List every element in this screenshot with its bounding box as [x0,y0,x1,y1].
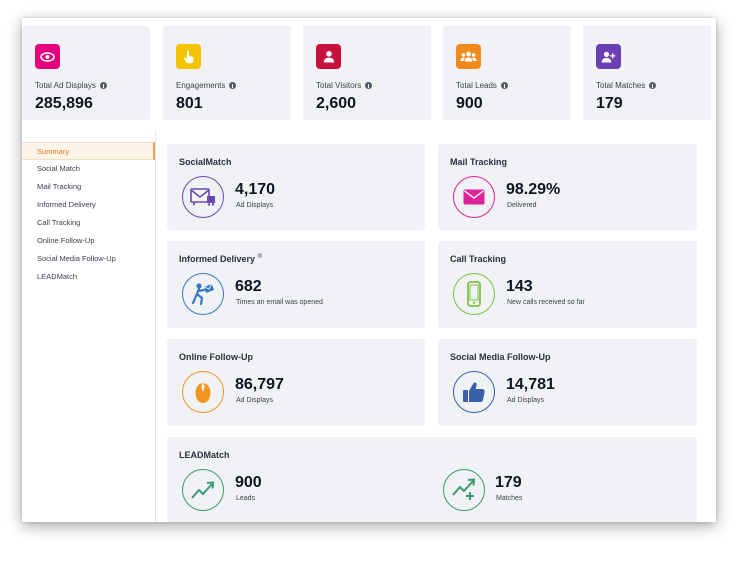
user-plus-icon [596,44,621,69]
stat-label: Engagements [176,81,237,90]
trend-up-plus-icon [443,469,485,511]
card-title: SocialMatch [179,157,232,167]
card-leadmatch[interactable]: LEADMatch 900 Leads 179 Matches [167,437,697,522]
sidebar-item-leadmatch[interactable]: LEADMatch [37,272,78,281]
stat-row: Total Ad Displays 285,896 Engagements 80… [22,18,716,126]
card-subtitle-matches: Matches [496,495,523,502]
pointer-hand-icon [176,44,201,69]
stat-label: Total Visitors [316,81,373,90]
card-mail-tracking[interactable]: Mail Tracking 98.29% Delivered [438,144,697,230]
info-icon[interactable] [365,82,373,89]
dashboard-window: Total Ad Displays 285,896 Engagements 80… [22,18,716,522]
mail-carrier-icon [182,273,224,315]
user-icon [316,44,341,69]
stat-card-total-ad-displays: Total Ad Displays 285,896 [22,26,150,120]
card-value: 86,797 [235,376,284,393]
card-call-tracking[interactable]: Call Tracking 143 New calls received so … [438,241,697,328]
sidebar-item-social-match[interactable]: Social Match [37,164,80,173]
card-subtitle: Ad Displays [507,397,544,404]
envelope-icon [453,176,495,218]
sidebar-item-mail-tracking[interactable]: Mail Tracking [37,182,82,191]
stat-label: Total Leads [456,81,508,90]
card-title: Informed Delivery ® [179,254,262,264]
stat-value: 900 [456,95,483,112]
card-value-leads: 900 [235,474,262,491]
info-icon[interactable] [649,82,657,89]
card-title: Social Media Follow-Up [450,352,551,362]
card-title: Online Follow-Up [179,352,253,362]
stat-card-total-matches: Total Matches 179 [583,26,711,120]
trend-up-icon [182,469,224,511]
info-icon[interactable] [229,82,237,89]
stat-value: 2,600 [316,95,357,112]
stat-label: Total Ad Displays [35,81,107,90]
card-value: 4,170 [235,181,276,198]
sidebar-item-call-tracking[interactable]: Call Tracking [37,218,81,227]
stat-value: 285,896 [35,95,93,112]
card-subtitle: Ad Displays [236,397,273,404]
sidebar-nav: Summary Social Match Mail Tracking Infor… [22,130,156,522]
card-value-matches: 179 [495,474,522,491]
mailer-icon [182,176,224,218]
sidebar-item-summary[interactable]: Summary [22,142,155,160]
card-value: 682 [235,278,262,295]
stat-label: Total Matches [596,81,657,90]
card-subtitle: Delivered [507,202,537,209]
card-online-follow-up[interactable]: Online Follow-Up 86,797 Ad Displays [167,339,425,426]
card-value: 14,781 [506,376,555,393]
card-subtitle: New calls received so far [507,299,585,306]
phone-icon [453,273,495,315]
group-icon [456,44,481,69]
stat-value: 801 [176,95,203,112]
sidebar-item-online-follow-up[interactable]: Online Follow-Up [37,236,95,245]
stat-card-engagements: Engagements 801 [163,26,291,120]
eye-icon [35,44,60,69]
sidebar-item-social-media-follow-up[interactable]: Social Media Follow-Up [37,254,116,263]
thumbs-up-icon [453,371,495,413]
card-informed-delivery[interactable]: Informed Delivery ® 682 Times an email w… [167,241,425,328]
stat-value: 179 [596,95,623,112]
summary-content: SocialMatch 4,170 Ad Displays Mail Track… [157,130,716,522]
sidebar-item-informed-delivery[interactable]: Informed Delivery [37,200,96,209]
card-title: Call Tracking [450,254,507,264]
card-title: LEADMatch [179,450,230,460]
card-subtitle-leads: Leads [236,495,256,502]
card-title: Mail Tracking [450,157,508,167]
card-social-media-follow-up[interactable]: Social Media Follow-Up 14,781 Ad Display… [438,339,697,426]
card-subtitle: Ad Displays [236,202,273,209]
card-value: 143 [506,278,533,295]
stat-card-total-leads: Total Leads 900 [443,26,571,120]
card-value: 98.29% [506,181,561,198]
registered-mark: ® [257,254,262,260]
card-subtitle: Times an email was opened [236,299,323,306]
info-icon[interactable] [500,82,508,89]
info-icon[interactable] [99,82,107,89]
stat-card-total-visitors: Total Visitors 2,600 [303,26,431,120]
card-socialmatch[interactable]: SocialMatch 4,170 Ad Displays [167,144,425,230]
mouse-icon [182,371,224,413]
